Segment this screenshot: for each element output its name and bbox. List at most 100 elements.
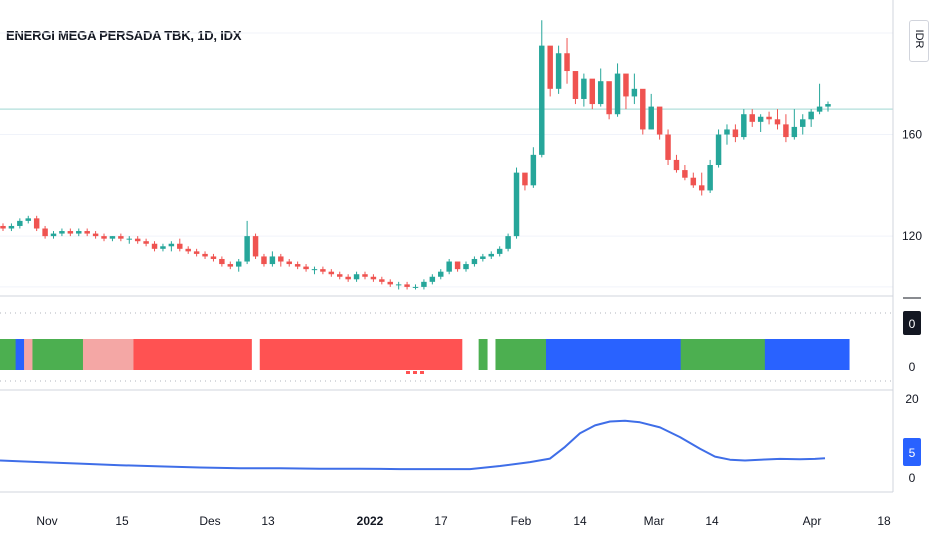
candle (17, 220, 23, 226)
candle (328, 271, 335, 275)
candle (353, 274, 360, 280)
candle (597, 81, 604, 105)
candle (539, 45, 545, 155)
candle (522, 172, 528, 186)
candle (808, 111, 814, 120)
price-tick-label: 160 (902, 128, 922, 142)
candle (118, 236, 124, 239)
time-tick-label: 15 (115, 514, 129, 528)
candle (193, 251, 200, 254)
candle (42, 228, 48, 237)
candle (640, 88, 646, 130)
band-segment (133, 339, 252, 370)
candle (421, 281, 427, 287)
candle (623, 73, 629, 97)
candle (320, 269, 326, 272)
candle (370, 276, 377, 280)
candle (168, 243, 175, 247)
line-tick-label: 0 (909, 471, 916, 485)
band-segment (32, 339, 84, 370)
band-segment (764, 339, 850, 370)
candle (25, 218, 31, 221)
candle (33, 218, 40, 229)
time-tick-label: 13 (261, 514, 275, 528)
candle (160, 246, 166, 249)
candle (555, 53, 562, 89)
candle (471, 258, 478, 265)
candle (673, 159, 680, 171)
candle (614, 73, 621, 115)
candle (84, 231, 90, 234)
candle (92, 233, 99, 237)
candle (126, 238, 133, 240)
candle (101, 236, 107, 239)
candle (336, 274, 343, 277)
candle (816, 106, 823, 112)
candle (185, 248, 191, 252)
candle (774, 119, 781, 125)
candle (656, 106, 663, 135)
candle (589, 78, 596, 105)
candle (412, 286, 419, 288)
candle (379, 279, 385, 282)
band-segment (478, 339, 488, 370)
candle (513, 172, 520, 237)
candle (210, 256, 217, 259)
band-segment (82, 339, 134, 370)
candle (387, 281, 393, 285)
time-tick-label: 14 (705, 514, 719, 528)
candle (429, 276, 436, 282)
candle (143, 241, 149, 244)
time-tick-label: Mar (644, 514, 665, 528)
candle (648, 106, 654, 130)
candle (404, 284, 410, 287)
currency-button[interactable]: IDR (909, 20, 929, 62)
candle (151, 243, 158, 249)
candle (665, 134, 671, 160)
candle (59, 231, 65, 234)
band-segment (259, 339, 463, 370)
candle (463, 264, 469, 270)
candle (690, 177, 697, 186)
candle (606, 81, 612, 115)
candle (715, 134, 722, 166)
candle (438, 271, 444, 277)
candle (227, 264, 234, 267)
candle (446, 261, 452, 272)
candle (362, 274, 368, 277)
band-marker (406, 371, 410, 374)
candle (791, 126, 798, 138)
band-segment (545, 339, 682, 370)
candle (488, 253, 495, 257)
candle (278, 256, 284, 262)
candle (480, 256, 486, 259)
candle (50, 233, 57, 237)
band-marker (420, 371, 424, 374)
time-tick-label: Nov (36, 514, 57, 528)
candle (219, 258, 225, 265)
time-tick-label: Des (199, 514, 220, 528)
candle (682, 170, 688, 178)
value-badge (903, 438, 921, 466)
candle (8, 225, 15, 229)
candle (581, 78, 587, 99)
candle (109, 236, 116, 239)
candle (800, 119, 806, 127)
band-segment (0, 339, 17, 370)
chart-title: ENERGI MEGA PERSADA TBK, 1D, IDX (6, 28, 242, 43)
line-tick-label: 20 (905, 392, 919, 406)
band-marker (413, 371, 417, 374)
candle (395, 284, 402, 286)
time-tick-label: 2022 (357, 514, 384, 528)
time-tick-label: Apr (803, 514, 822, 528)
candle (572, 71, 579, 99)
candle (177, 243, 183, 249)
candle (732, 129, 739, 138)
candle (564, 53, 570, 72)
band-segment (495, 339, 547, 370)
band-segment (24, 339, 33, 370)
candle (741, 114, 747, 138)
value-badge (903, 311, 921, 335)
candle (269, 256, 276, 265)
